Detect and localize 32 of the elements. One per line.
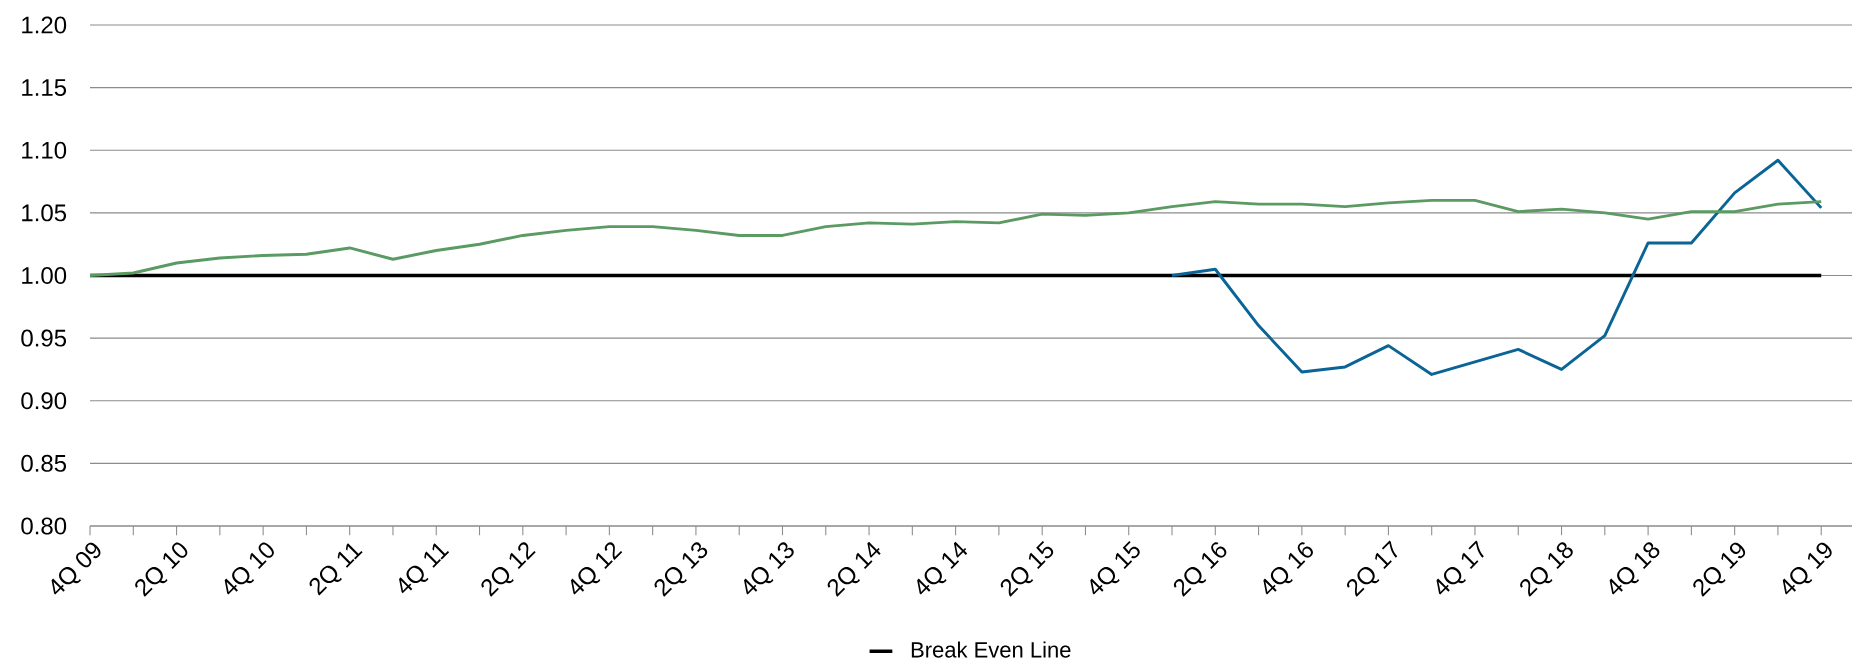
- y-tick-label: 1.05: [22, 204, 67, 222]
- x-tick-label: 2Q 14: [827, 541, 881, 597]
- legend-label: Break Even Line: [911, 641, 1071, 658]
- y-tick-label: 1.15: [22, 79, 67, 96]
- y-tick-label: 1.10: [22, 141, 67, 159]
- y-tick-label: 0.85: [21, 454, 67, 472]
- x-tick-label: 4Q 11: [399, 543, 450, 594]
- y-tick-label: 0.80: [21, 517, 67, 535]
- x-tick-label: 2Q 15: [1000, 541, 1054, 597]
- x-tick-label: 2Q 10: [135, 542, 188, 597]
- x-tick-label: 4Q 18: [1609, 542, 1660, 595]
- x-tick-label: 4Q 14: [917, 541, 968, 595]
- x-tick-label: 2Q 17: [1346, 540, 1398, 597]
- y-tick-label: 0.90: [21, 392, 67, 410]
- x-tick-label: 4Q 19: [1782, 542, 1832, 595]
- x-tick-label: 4Q 09: [51, 542, 101, 595]
- x-tick-label: 4Q 10: [224, 542, 274, 595]
- line-series: [88, 198, 1823, 277]
- x-tick-label: 2Q 16: [1173, 542, 1227, 597]
- y-tick-label: 1.20: [22, 16, 67, 34]
- x-tick-label: 4Q 16: [1263, 542, 1313, 595]
- x-tick-label: 2Q 13: [654, 542, 708, 597]
- x-tick-label: 2Q 11: [309, 543, 363, 596]
- x-tick-label: 2Q 19: [1693, 542, 1746, 597]
- x-tick-label: 4Q 17: [1436, 540, 1484, 595]
- x-tick-label: 4Q 12: [570, 542, 623, 595]
- x-tick-label: 4Q 15: [1090, 541, 1140, 595]
- y-tick-label: 0.95: [21, 329, 67, 347]
- x-tick-label: 2Q 12: [481, 542, 536, 597]
- x-tick-label: 4Q 13: [744, 542, 794, 595]
- y-tick-label: 1.00: [22, 266, 67, 284]
- x-tick-label: 2Q 18: [1520, 542, 1573, 597]
